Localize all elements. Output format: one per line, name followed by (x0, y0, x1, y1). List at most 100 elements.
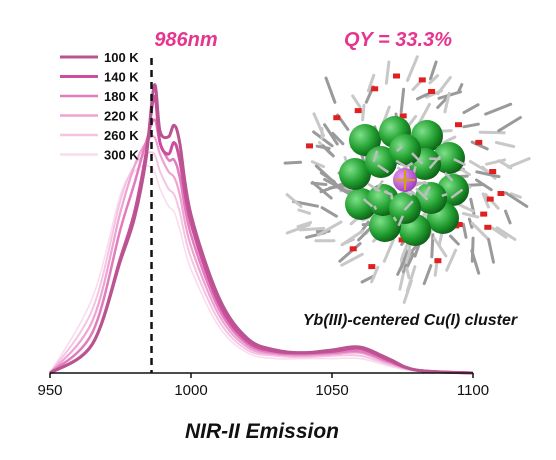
bond-stick (423, 186, 431, 198)
bond-stick (432, 236, 448, 258)
x-ticks: 950 1000 1050 1100 (37, 373, 489, 399)
bond-stick (405, 266, 411, 280)
oxygen-atom (434, 258, 442, 264)
bond-stick (283, 160, 303, 165)
bond-stick (428, 74, 440, 85)
bond-stick (430, 233, 435, 259)
oxygen-atom (333, 115, 341, 121)
bond-stick (411, 152, 424, 165)
bond-stick (487, 238, 495, 264)
yb-coordination-marker (395, 170, 415, 190)
oxygen-atom (418, 77, 426, 83)
bond-stick (324, 76, 337, 104)
copper-atom (433, 142, 465, 174)
bond-stick (323, 123, 339, 146)
bond-stick (285, 193, 303, 208)
bond-stick (340, 252, 364, 267)
oxygen-atom (497, 191, 505, 196)
bond-stick (436, 97, 448, 109)
bond-stick (506, 157, 531, 169)
quantum-yield-label: QY = 33.3% (344, 29, 452, 51)
oxygen-atom (399, 113, 407, 119)
bond-stick (321, 144, 335, 158)
legend-label: 100 K (104, 50, 139, 65)
bond-stick (509, 192, 522, 199)
legend-label: 140 K (104, 70, 139, 85)
bond-stick (413, 180, 427, 187)
oxygen-atom (455, 222, 463, 227)
bond-stick (367, 182, 381, 193)
x-axis-label: NIR-II Emission (185, 420, 339, 443)
x-tick-label: 950 (37, 382, 62, 399)
oxygen-atom (484, 224, 492, 230)
bond-stick (441, 193, 448, 197)
bond-stick (297, 208, 311, 215)
bond-stick (314, 164, 338, 187)
bond-stick (370, 265, 380, 284)
copper-atom (339, 158, 371, 190)
oxygen-atom (368, 264, 376, 270)
bond-stick (457, 83, 464, 93)
oxygen-atom (398, 237, 406, 243)
series-line-220k (49, 135, 474, 375)
bond-stick (475, 170, 501, 179)
series-line-180k (49, 118, 474, 375)
cluster-structure-image (283, 55, 531, 304)
bond-stick (504, 191, 529, 208)
bond-stick (361, 103, 366, 122)
bond-stick (462, 122, 480, 129)
bond-stick (362, 198, 374, 208)
oxygen-atom (455, 122, 462, 128)
bond-stick (494, 141, 516, 148)
series-line-100k (49, 83, 474, 375)
bond-stick (373, 205, 378, 211)
bond-stick (396, 250, 410, 276)
bond-stick (461, 222, 468, 239)
bond-stick (382, 105, 391, 124)
oxygen-atom (428, 89, 436, 94)
bond-stick (285, 223, 311, 235)
bond-stick (453, 157, 467, 167)
bond-stick (450, 188, 464, 199)
bond-stick (495, 226, 517, 241)
bond-stick (478, 130, 506, 135)
oxygen-atom (475, 139, 483, 145)
oxygen-atom (480, 211, 488, 217)
bond-stick (338, 242, 362, 263)
bond-stick (428, 155, 442, 170)
copper-atom (349, 124, 381, 156)
oxygen-atom (371, 86, 379, 92)
bond-stick (445, 248, 458, 272)
bond-stick (402, 279, 413, 304)
x-tick-label: 1000 (174, 382, 207, 399)
bond-stick (384, 60, 391, 85)
oxygen-atom (489, 169, 497, 174)
bond-stick (377, 164, 390, 174)
bond-stick (461, 212, 480, 219)
series-layer (49, 83, 474, 375)
bond-stick (296, 221, 313, 229)
bond-stick (497, 116, 522, 133)
bond-stick (462, 103, 480, 115)
bond-stick (372, 150, 379, 163)
oxygen-atom (354, 108, 362, 114)
bond-stick (398, 268, 406, 291)
oxygen-atom (349, 246, 357, 252)
bond-stick (397, 215, 405, 227)
bond-stick (374, 179, 384, 192)
bond-stick (416, 92, 430, 101)
copper-atom (389, 134, 421, 166)
bond-stick (392, 216, 398, 222)
legend-label: 300 K (104, 148, 139, 163)
bond-stick (406, 55, 419, 82)
bond-stick (443, 91, 451, 114)
bond-stick (488, 224, 508, 239)
bond-stick (459, 167, 471, 176)
bond-stick (340, 229, 365, 247)
bond-stick (298, 226, 326, 232)
bond-stick (470, 140, 489, 151)
bond-stick (415, 187, 429, 201)
bond-stick (403, 200, 414, 211)
bond-stick (399, 87, 406, 114)
